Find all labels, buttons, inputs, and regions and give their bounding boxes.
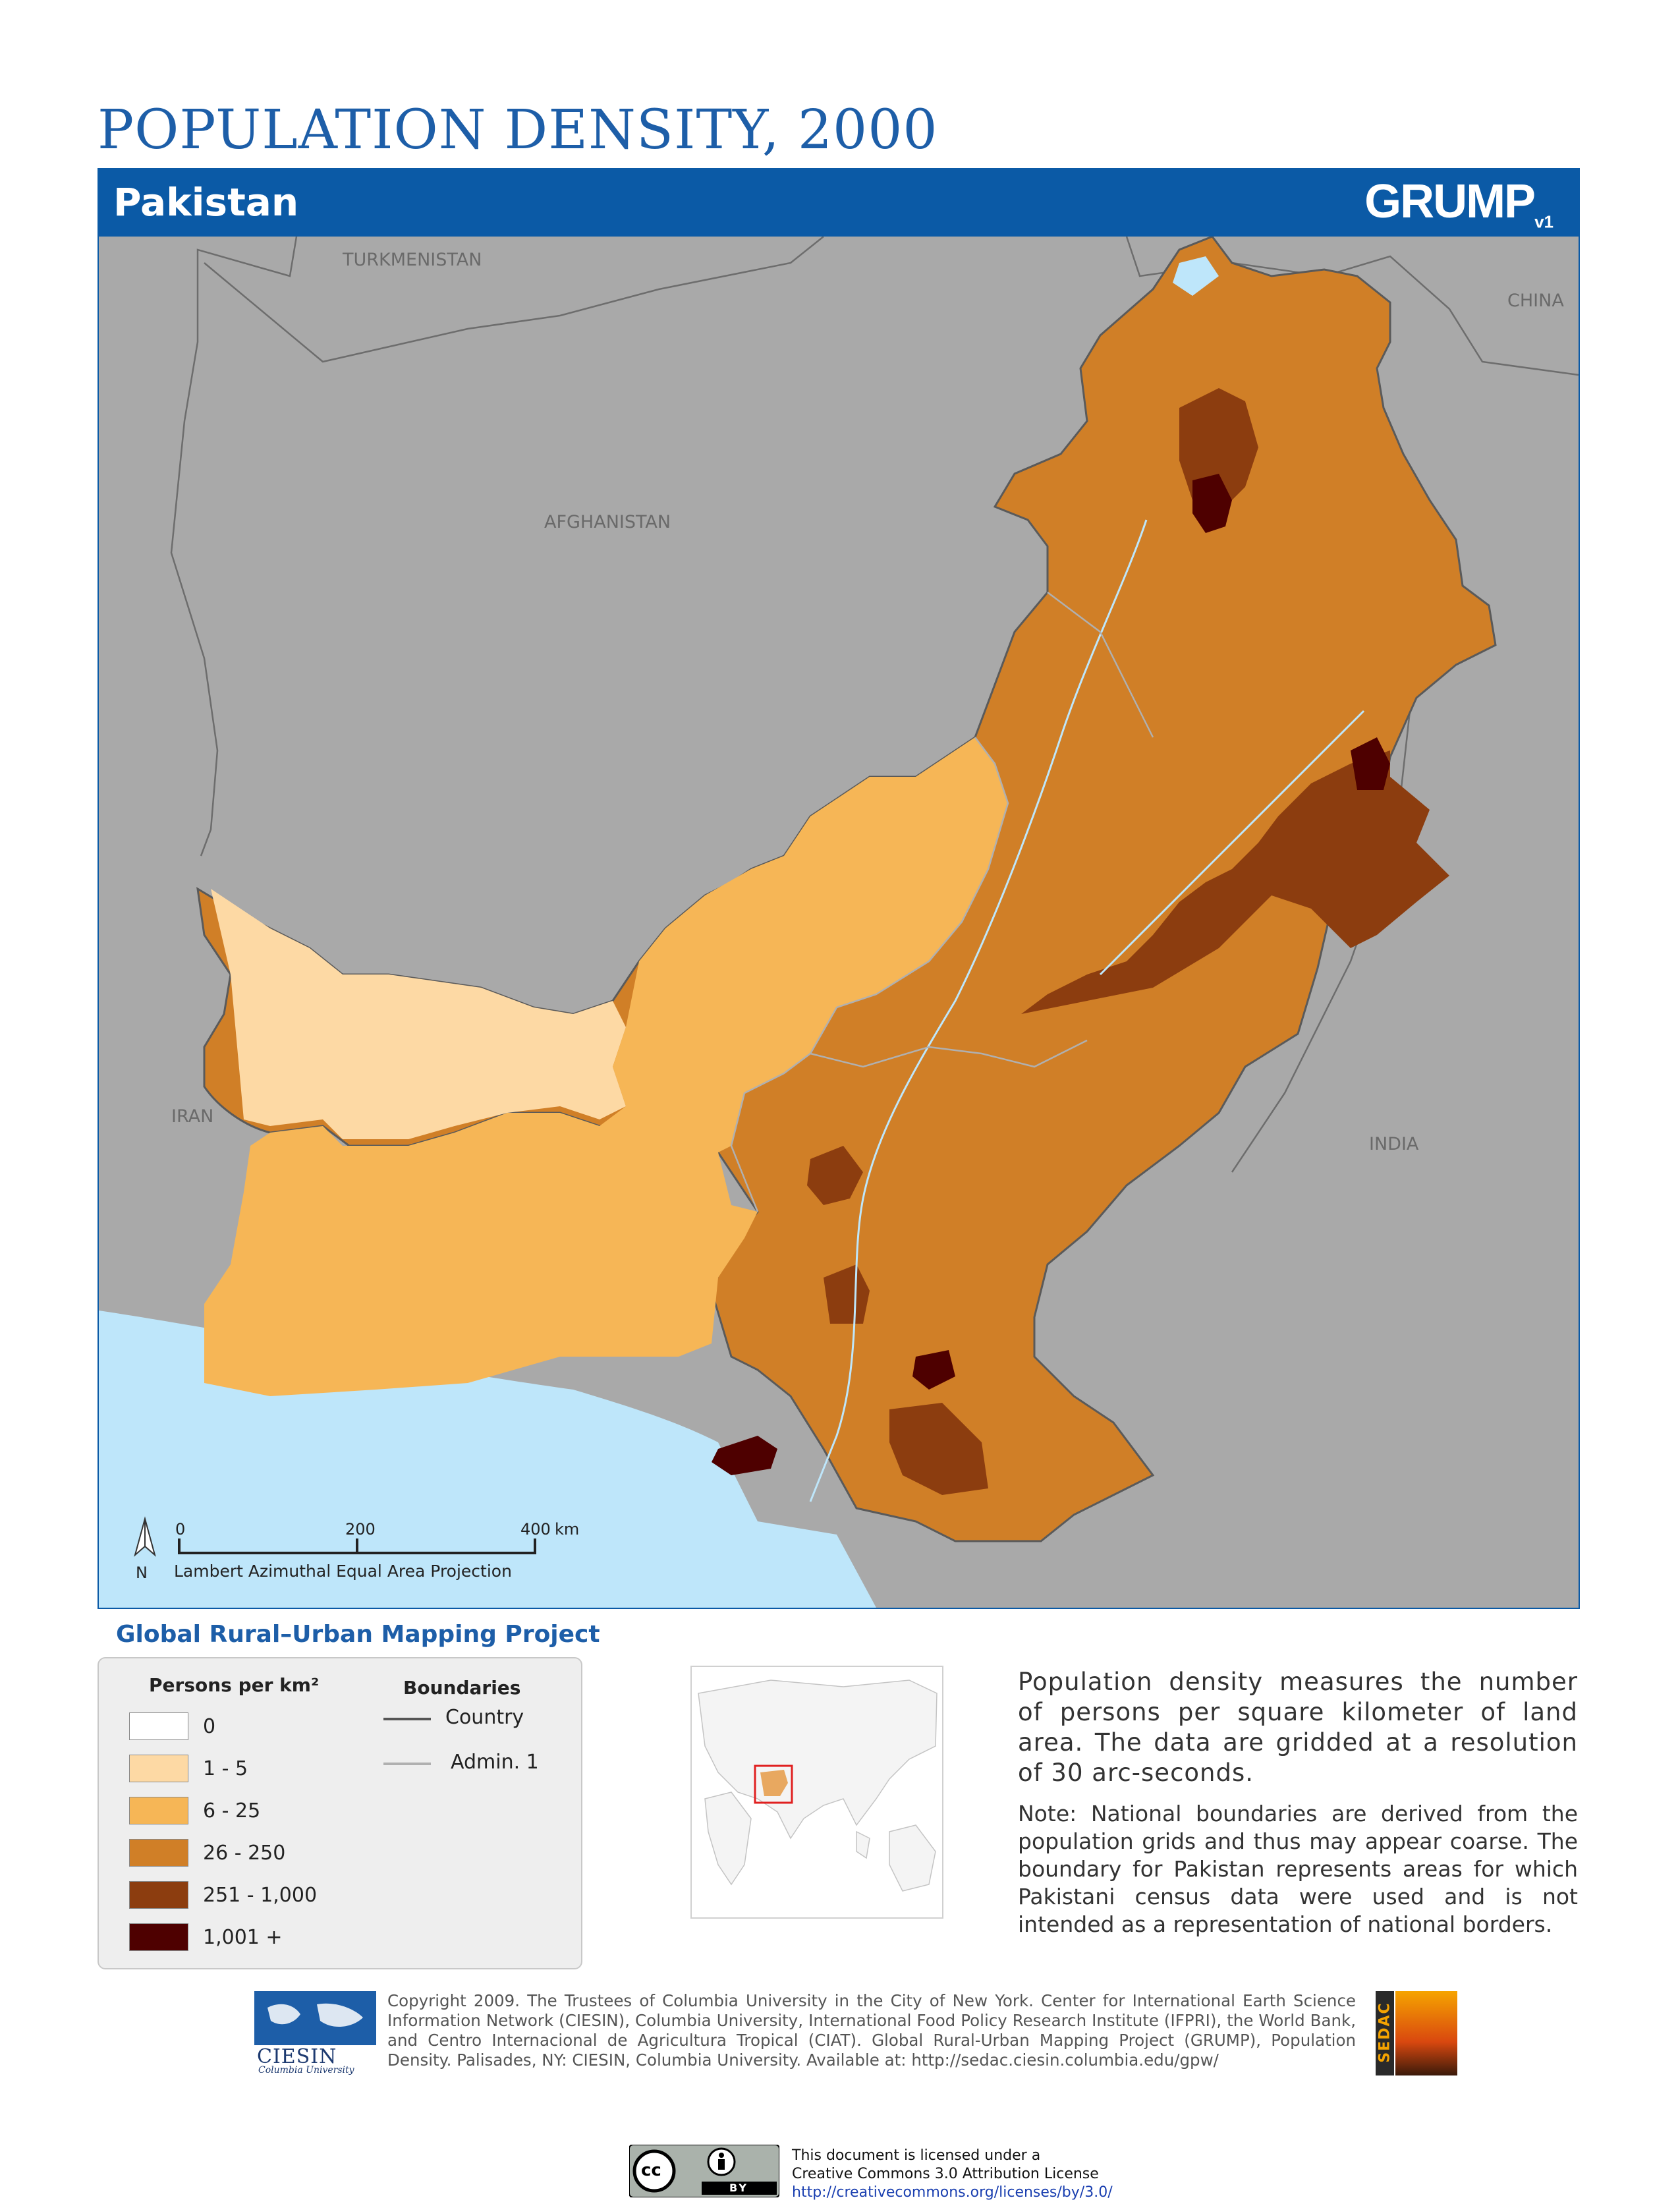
legend-density-header: Persons per km² [149, 1674, 320, 1696]
legend-class-label: 6 - 25 [203, 1799, 261, 1822]
scale-bar-graphic [134, 1516, 536, 1557]
title-bar: Pakistan GRUMPv1 [98, 168, 1580, 235]
legend-swatch [129, 1797, 188, 1824]
note-text: Note: National boundaries are derived fr… [1018, 1801, 1578, 1937]
page-title: POPULATION DENSITY, 2000 [98, 99, 938, 161]
ciesin-logo-graphic [254, 1991, 376, 2045]
description-text: Population density measures the number o… [1018, 1668, 1578, 1787]
legend-swatch [129, 1755, 188, 1782]
inset-map-graphic [698, 1680, 938, 1892]
north-label: N [136, 1564, 148, 1582]
glacier-north [1173, 256, 1219, 296]
grump-logo-version: v1 [1534, 212, 1554, 232]
grump-logo: GRUMPv1 [1364, 175, 1554, 232]
legend-class-label: 1 - 5 [203, 1757, 248, 1780]
ciesin-logo-subtext: Columbia University [258, 2065, 354, 2075]
label-china: CHINA [1507, 291, 1564, 311]
density-1001-peshawar [1192, 474, 1232, 533]
license-line-1: This document is licensed under a [792, 2147, 1041, 2164]
scale-bar: N 0 200 400 km [119, 1506, 580, 1591]
license-line-2: Creative Commons 3.0 Attribution License [792, 2166, 1099, 2182]
projection-label: Lambert Azimuthal Equal Area Projection [174, 1562, 512, 1581]
density-1001-hyderabad [912, 1350, 955, 1390]
legend-swatch [129, 1712, 188, 1740]
map-frame[interactable]: TURKMENISTAN AFGHANISTAN IRAN CHINA INDI… [98, 235, 1580, 1609]
density-1001-lahore [1351, 737, 1390, 790]
density-1-5 [211, 889, 626, 1139]
inset-highlight [754, 1764, 793, 1804]
label-afghanistan: AFGHANISTAN [544, 512, 671, 532]
density-251-1000-sindh-2 [824, 1264, 870, 1324]
license-text: This document is licensed under a Creati… [792, 2147, 1113, 2202]
legend-class-label: 1,001 + [203, 1926, 283, 1949]
project-title: Global Rural–Urban Mapping Project [116, 1621, 600, 1648]
legend-swatch [129, 1839, 188, 1867]
legend-admin-label: Admin. 1 [451, 1751, 539, 1774]
rivers [809, 519, 1365, 1502]
legend-class-label: 251 - 1,000 [203, 1884, 318, 1907]
legend: Persons per km² Boundaries 0 1 - 5 6 - 2… [98, 1657, 582, 1969]
sedac-logo: SEDAC [1376, 1991, 1457, 2075]
admin-boundaries [730, 592, 1154, 1212]
label-india: INDIA [1369, 1134, 1419, 1154]
cc-badge[interactable]: cc BY [629, 2144, 780, 2198]
legend-boundaries-header: Boundaries [403, 1677, 521, 1699]
label-turkmenistan: TURKMENISTAN [343, 250, 482, 270]
density-251-1000-punjab [1021, 750, 1449, 1014]
legend-country-line [383, 1718, 431, 1720]
density-251-1000-sindh-1 [807, 1146, 863, 1205]
density-1001-karachi [712, 1436, 777, 1475]
ciesin-logo: CIESIN Columbia University [254, 1991, 376, 2077]
copyright-text: Copyright 2009. The Trustees of Columbia… [387, 1991, 1356, 2070]
neighbor-borders [170, 237, 1579, 1173]
cc-mark: cc [641, 2160, 661, 2180]
inset-locator-map [690, 1666, 943, 1919]
scale-unit: km [555, 1520, 580, 1539]
ciesin-logo-text: CIESIN [257, 2045, 337, 2068]
inset-pakistan [760, 1770, 788, 1796]
density-251-1000-sindh-3 [889, 1403, 988, 1495]
legend-admin-line [383, 1763, 431, 1765]
legend-class-label: 0 [203, 1715, 216, 1738]
sedac-logo-graphic [1376, 1991, 1457, 2075]
scale-tick-0: 0 [175, 1520, 186, 1539]
scale-tick-200: 200 [345, 1520, 376, 1539]
density-6-25 [204, 737, 1008, 1396]
label-iran: IRAN [171, 1106, 214, 1127]
legend-country-label: Country [445, 1706, 524, 1729]
grump-logo-text: GRUMP [1364, 175, 1536, 228]
cc-by-label: BY [729, 2182, 748, 2194]
country-name: Pakistan [113, 180, 299, 225]
legend-class-label: 26 - 250 [203, 1842, 286, 1865]
scale-tick-400: 400 [520, 1520, 551, 1539]
legend-swatch [129, 1881, 188, 1909]
sedac-logo-text: SEDAC [1376, 2002, 1393, 2063]
map-canvas [99, 237, 1579, 1608]
legend-swatch [129, 1923, 188, 1951]
license-url-link[interactable]: http://creativecommons.org/licenses/by/3… [792, 2184, 1113, 2201]
